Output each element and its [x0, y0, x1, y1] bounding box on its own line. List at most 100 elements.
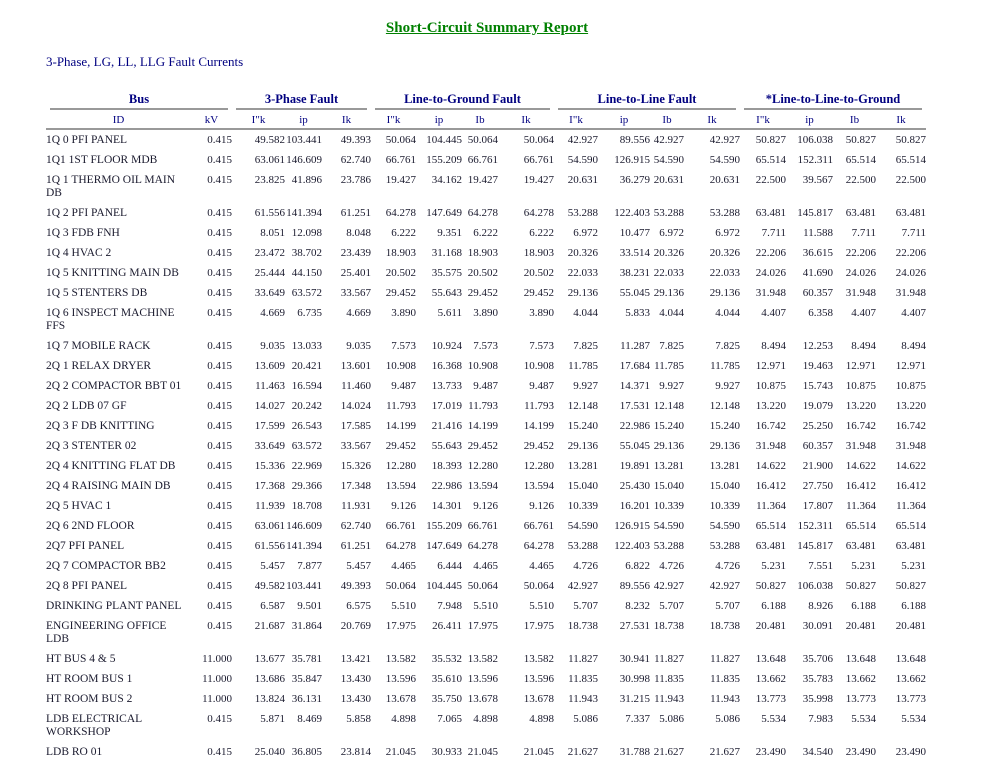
cell-value: 23.825	[254, 174, 285, 186]
cell-value: 54.590	[567, 154, 598, 166]
cell-value: 49.582	[254, 580, 285, 592]
cell-value: 63.481	[895, 207, 926, 219]
cell-value: 62.740	[340, 520, 371, 532]
cell-value: 13.421	[340, 653, 371, 665]
column-header: ip	[786, 114, 833, 130]
cell-value: 65.514	[845, 520, 876, 532]
cell-value: 7.065	[437, 713, 462, 725]
cell-value: 10.477	[619, 227, 650, 239]
group-header: *Line-to-Line-to-Ground	[744, 92, 922, 110]
cell-value: 5.231	[901, 560, 926, 572]
cell-value: 23.490	[895, 746, 926, 758]
cell-value: 11.287	[620, 340, 650, 352]
cell-value: 6.972	[659, 227, 684, 239]
cell-value: 0.415	[207, 520, 232, 532]
cell-value: 55.045	[619, 440, 650, 452]
cell-value: 14.622	[755, 460, 786, 472]
cell-value: 0.415	[207, 267, 232, 279]
group-header-cell: Line-to-Line Fault	[554, 92, 740, 110]
cell-value: 42.927	[653, 134, 684, 146]
cell-value: 7.551	[808, 560, 833, 572]
cell-value: 21.687	[254, 620, 285, 632]
cell-value: 34.162	[431, 174, 462, 186]
cell-value: 6.587	[260, 600, 285, 612]
cell-value: 18.903	[385, 247, 416, 259]
column-header-cell: Ib	[462, 110, 498, 130]
cell-value: 12.280	[523, 460, 554, 472]
cell-value: 5.871	[260, 713, 285, 725]
cell-value: 50.064	[385, 580, 416, 592]
cell-value: 8.494	[851, 340, 876, 352]
cell-value: 11.939	[255, 500, 285, 512]
cell-value: 22.986	[619, 420, 650, 432]
group-header-cell: Line-to-Ground Fault	[371, 92, 554, 110]
cell-value: 20.631	[567, 174, 598, 186]
cell-value: 10.924	[431, 340, 462, 352]
cell-value: 13.773	[845, 693, 876, 705]
cell-value: 11.943	[710, 693, 740, 705]
cell-value: 17.348	[340, 480, 371, 492]
cell-value: 8.469	[297, 713, 322, 725]
cell-value: 9.487	[473, 380, 498, 392]
cell-value: 0.415	[207, 307, 232, 319]
cell-value: 0.415	[207, 560, 232, 572]
cell-value: 35.750	[431, 693, 462, 705]
cell-value: 31.948	[895, 287, 926, 299]
table-row: 1Q 4 HVAC 2 0.415 23.472 38.702 23.439 18.903…	[46, 243, 926, 263]
cell-value: 14.622	[845, 460, 876, 472]
cell-value: 9.927	[659, 380, 684, 392]
cell-value: 23.439	[340, 247, 371, 259]
cell-value: 55.643	[431, 440, 462, 452]
cell-value: 5.457	[346, 560, 371, 572]
cell-value: 39.567	[802, 174, 833, 186]
cell-value: 4.407	[761, 307, 786, 319]
cell-value: 22.033	[567, 267, 598, 279]
cell-value: 53.288	[709, 540, 740, 552]
cell-value: 8.494	[901, 340, 926, 352]
cell-value: 23.490	[845, 746, 876, 758]
cell-value: 9.927	[715, 380, 740, 392]
cell-value: 21.900	[802, 460, 833, 472]
cell-value: 23.490	[755, 746, 786, 758]
table-row: 2Q 7 COMPACTOR BB2 0.415 5.457 7.877 5.457 4.…	[46, 556, 926, 576]
cell-value: 10.875	[895, 380, 926, 392]
cell-value: 106.038	[797, 580, 833, 592]
cell-value: 0.415	[207, 287, 232, 299]
cell-value: 25.250	[802, 420, 833, 432]
column-header: Ik	[322, 114, 371, 130]
cell-value: 35.783	[802, 673, 833, 685]
cell-value: 13.281	[653, 460, 684, 472]
cell-value: 146.609	[286, 154, 322, 166]
cell-value: 12.148	[567, 400, 598, 412]
bus-id: 1Q 2 PFI PANEL	[46, 207, 128, 219]
cell-value: 5.231	[761, 560, 786, 572]
cell-value: 16.412	[895, 480, 926, 492]
cell-value: 63.481	[845, 207, 876, 219]
cell-value: 11.785	[568, 360, 598, 372]
cell-value: 12.280	[385, 460, 416, 472]
cell-value: 11.835	[568, 673, 598, 685]
cell-value: 65.514	[755, 520, 786, 532]
cell-value: 15.240	[653, 420, 684, 432]
cell-value: 35.706	[802, 653, 833, 665]
cell-value: 9.927	[573, 380, 598, 392]
cell-value: 20.242	[291, 400, 322, 412]
cell-value: 50.827	[895, 580, 926, 592]
cell-value: 11.931	[341, 500, 371, 512]
cell-value: 13.430	[340, 673, 371, 685]
cell-value: 0.415	[207, 420, 232, 432]
cell-value: 50.064	[523, 580, 554, 592]
cell-value: 63.481	[845, 540, 876, 552]
cell-value: 29.136	[653, 440, 684, 452]
cell-value: 24.026	[845, 267, 876, 279]
column-header-cell: ID	[46, 110, 191, 130]
cell-value: 33.649	[254, 440, 285, 452]
cell-value: 3.890	[529, 307, 554, 319]
cell-value: 3.890	[391, 307, 416, 319]
cell-value: 6.575	[346, 600, 371, 612]
cell-value: 104.445	[426, 134, 462, 146]
cell-value: 7.573	[473, 340, 498, 352]
cell-value: 66.761	[467, 154, 498, 166]
cell-value: 6.444	[437, 560, 462, 572]
column-header: I"k	[371, 114, 416, 130]
